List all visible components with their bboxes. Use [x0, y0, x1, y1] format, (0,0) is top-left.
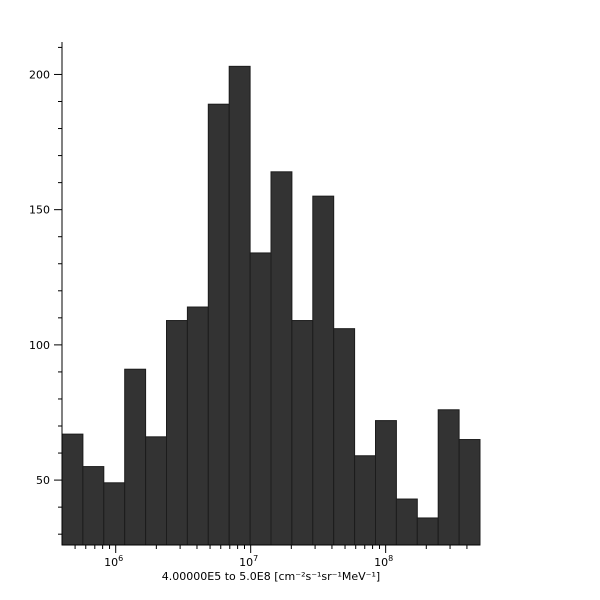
histogram-bar [291, 320, 314, 546]
histogram-bar [186, 306, 209, 546]
histogram-bar [270, 171, 293, 546]
histogram-bar [61, 433, 84, 546]
histogram-bar [437, 409, 460, 546]
histogram-bar [124, 368, 147, 546]
x-tick-label: 107 [239, 554, 258, 569]
y-tick-label: 50 [36, 474, 50, 487]
histogram-bar [354, 455, 377, 546]
x-tick-label: 108 [374, 554, 393, 569]
histogram-bar [103, 482, 126, 546]
histogram-bar [145, 436, 168, 546]
histogram-bar [416, 517, 439, 546]
histogram-bar [166, 320, 188, 546]
y-tick-label: 150 [29, 204, 50, 217]
axes-group [54, 42, 480, 553]
histogram-bar [333, 328, 356, 546]
y-tick-label: 200 [29, 68, 50, 81]
x-tick-labels: 106 107 108 [104, 554, 393, 569]
histogram-bar [207, 103, 230, 546]
y-tick-labels: 50 100 150 200 [29, 68, 50, 487]
histogram-bar [395, 498, 418, 546]
histogram-bar [375, 420, 397, 546]
histogram-bar [249, 252, 272, 546]
histogram-bar [82, 466, 105, 546]
y-tick-label: 100 [29, 339, 50, 352]
x-axis-label: 4.00000E5 to 5.0E8 [cm⁻²s⁻¹sr⁻¹MeV⁻¹] [162, 570, 380, 583]
histogram-bar [312, 195, 335, 546]
bars-group [61, 65, 481, 546]
histogram-bar [458, 439, 481, 546]
histogram-bar [228, 65, 251, 546]
x-tick-label: 106 [104, 554, 123, 569]
